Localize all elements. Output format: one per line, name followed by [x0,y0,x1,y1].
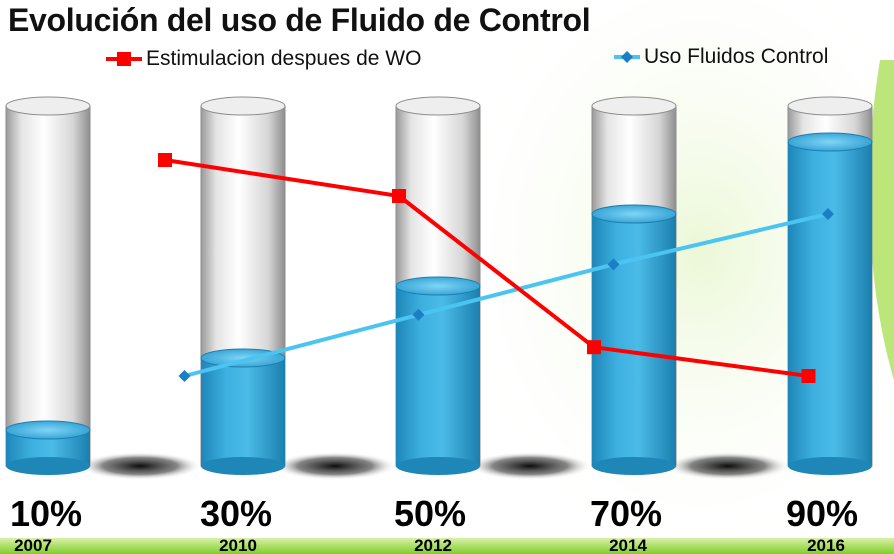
category-label: 2007 [14,536,52,554]
bar-value-label: 70% [590,493,662,534]
bar-fill [201,358,285,466]
series-estimulacion-point [158,153,172,167]
legend-marker-square-icon [106,52,142,66]
series-estimulacion-point [587,340,601,355]
glass-tube-top [591,96,677,116]
bar-fill [592,214,676,466]
legend-marker-diamond-icon [614,51,640,63]
bar-fill-bottom [396,457,480,475]
glass-tube [5,105,91,467]
bar-fill-bottom [6,457,90,475]
bar-value-label: 10% [10,493,82,534]
bar-fill-top [591,204,677,224]
series-uso-fluidos-point [178,370,191,382]
floor-shadow [468,452,592,480]
glass-tube-top [200,96,286,116]
series-estimulacion-line [164,158,809,378]
series-estimulacion-point [801,369,816,383]
chart-title: Evolución del uso de Fluido de Control [8,2,591,38]
bar-fill-bottom [201,457,285,475]
series-uso-fluidos-line [183,212,829,378]
bar-value-label: 50% [394,493,466,534]
category-label: 2016 [807,536,845,554]
glass-tube-top [787,96,873,116]
legend-label-red: Estimulacion despues de WO [146,47,422,70]
bar-fill [788,142,872,466]
leaf-decoration [869,60,894,380]
bar-fill-bottom [592,457,676,475]
bar-value-label: 30% [200,493,272,534]
series-estimulacion-point [392,189,406,203]
series-uso-fluidos-point [822,208,834,220]
legend-item-blue: Uso Fluidos Control [614,45,828,69]
category-label: 2014 [609,536,647,554]
category-label: 2012 [414,536,452,554]
grass-strip [0,538,894,554]
bar-fill [396,286,480,466]
series-uso-fluidos-point [607,258,620,271]
bar-fill-top [395,276,481,296]
floor-shadow [273,452,397,480]
floor-shadow [666,452,790,480]
bar-value-label: 90% [786,493,858,534]
category-label: 2010 [219,536,257,554]
glass-tube-top [5,96,91,116]
bar-fill-bottom [788,457,872,475]
floor-shadow [78,452,202,480]
legend-label-blue: Uso Fluidos Control [644,45,829,68]
series-uso-fluidos-point [412,308,425,321]
bar-fill-top [787,132,873,152]
glass-tube-top [395,96,481,116]
bar-fill-top [5,420,91,440]
legend-item-red: Estimulacion despues de WO [106,47,421,71]
